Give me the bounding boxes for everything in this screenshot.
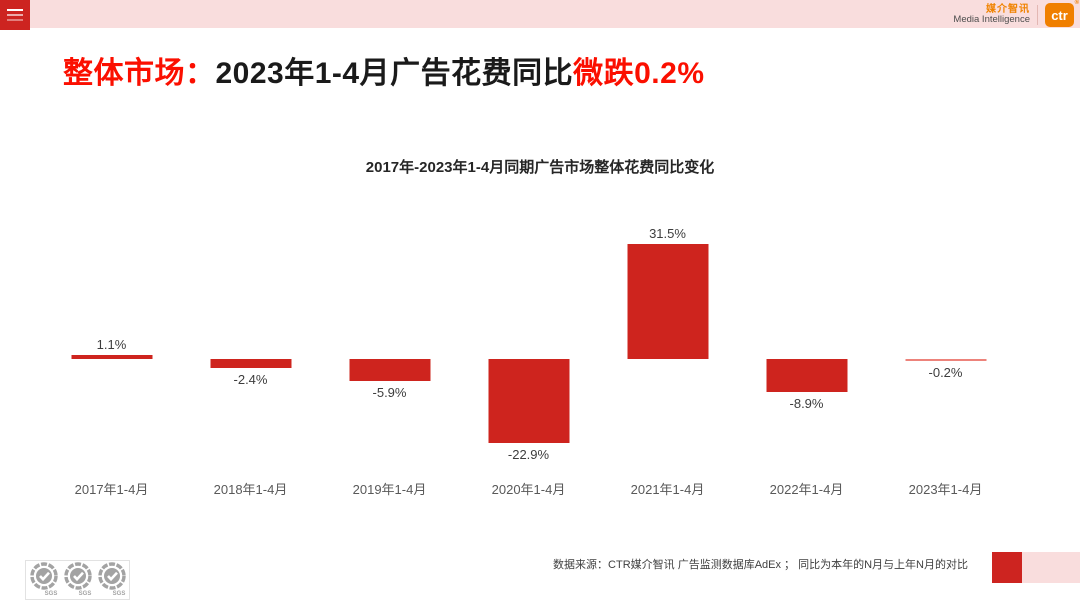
x-axis-label: 2019年1-4月 bbox=[352, 482, 427, 497]
sgs-logo-icon: SGS bbox=[63, 562, 92, 597]
x-axis-label: 2022年1-4月 bbox=[769, 482, 844, 497]
ctr-logo-text: ctr bbox=[1051, 7, 1068, 23]
bar bbox=[766, 359, 847, 392]
bar-value-label: -8.9% bbox=[789, 396, 824, 411]
footer-accent-pink-square bbox=[1022, 552, 1080, 583]
chart-title: 2017年-2023年1-4月同期广告市场整体花费同比变化 bbox=[365, 159, 715, 176]
x-axis-label: 2017年1-4月 bbox=[74, 482, 149, 497]
ctr-logo-icon: ctr ® bbox=[1045, 0, 1079, 27]
svg-text:SGS: SGS bbox=[112, 591, 125, 597]
chart-column: -2.4% 2018年1-4月 bbox=[181, 200, 320, 500]
brand-name-cn: 媒介智讯 bbox=[986, 3, 1030, 15]
bar bbox=[71, 355, 152, 359]
brand-text: 媒介智讯 Media Intelligence bbox=[953, 4, 1030, 26]
x-axis-label: 2018年1-4月 bbox=[213, 482, 288, 497]
bar bbox=[349, 359, 430, 381]
x-axis-label: 2023年1-4月 bbox=[908, 482, 983, 497]
page-title: 整体市场：2023年1-4月广告花费同比微跌0.2% bbox=[63, 48, 705, 92]
data-source-note: 数据来源：CTR媒介智讯 广告监测数据库AdEx ； 同比为本年的N月与上年N月… bbox=[553, 559, 968, 571]
bar-value-label: -2.4% bbox=[233, 372, 268, 387]
bar-value-label: 1.1% bbox=[96, 337, 127, 352]
chart-column: -5.9% 2019年1-4月 bbox=[320, 200, 459, 500]
bar bbox=[627, 244, 708, 359]
registered-mark: ® bbox=[1074, 0, 1079, 6]
chart-column: 31.5% 2021年1-4月 bbox=[598, 200, 737, 500]
brand-name-en: Media Intelligence bbox=[953, 14, 1030, 26]
title-body: 2023年1-4月广告花费同比 bbox=[215, 57, 574, 90]
bar-value-label: -0.2% bbox=[928, 365, 963, 380]
bar bbox=[210, 359, 291, 368]
x-axis-label: 2021年1-4月 bbox=[630, 482, 705, 497]
brand-separator bbox=[1037, 5, 1038, 25]
x-axis-label: 2020年1-4月 bbox=[491, 482, 566, 497]
title-highlight: 微跌0.2% bbox=[573, 57, 705, 90]
footer-accent-red-square bbox=[992, 552, 1022, 583]
svg-text:SGS: SGS bbox=[44, 591, 57, 597]
chart-column: -22.9% 2020年1-4月 bbox=[459, 200, 598, 500]
menu-button[interactable] bbox=[0, 0, 30, 30]
bar bbox=[488, 359, 569, 443]
sgs-logo-icon: SGS bbox=[97, 562, 126, 597]
chart-column: -8.9% 2022年1-4月 bbox=[737, 200, 876, 500]
chart-column: 1.1% 2017年1-4月 bbox=[42, 200, 181, 500]
svg-text:SGS: SGS bbox=[78, 591, 91, 597]
bar bbox=[905, 359, 986, 361]
chart-column: -0.2% 2023年1-4月 bbox=[876, 200, 1015, 500]
brand-logo: 媒介智讯 Media Intelligence ctr ® bbox=[953, 0, 1079, 27]
bar-value-label: -22.9% bbox=[507, 447, 550, 462]
hamburger-icon bbox=[7, 9, 23, 11]
topbar bbox=[0, 0, 1080, 28]
bar-value-label: 31.5% bbox=[649, 226, 686, 241]
title-prefix: 整体市场： bbox=[63, 57, 216, 90]
sgs-certification-logos: SGS SGS SGS bbox=[25, 560, 130, 600]
bar-chart-plot-area: 1.1% 2017年1-4月 -2.4% 2018年1-4月 -5.9% 2019年1-4… bbox=[42, 200, 1015, 500]
sgs-logo-icon: SGS bbox=[29, 562, 58, 597]
bar-value-label: -5.9% bbox=[372, 385, 407, 400]
